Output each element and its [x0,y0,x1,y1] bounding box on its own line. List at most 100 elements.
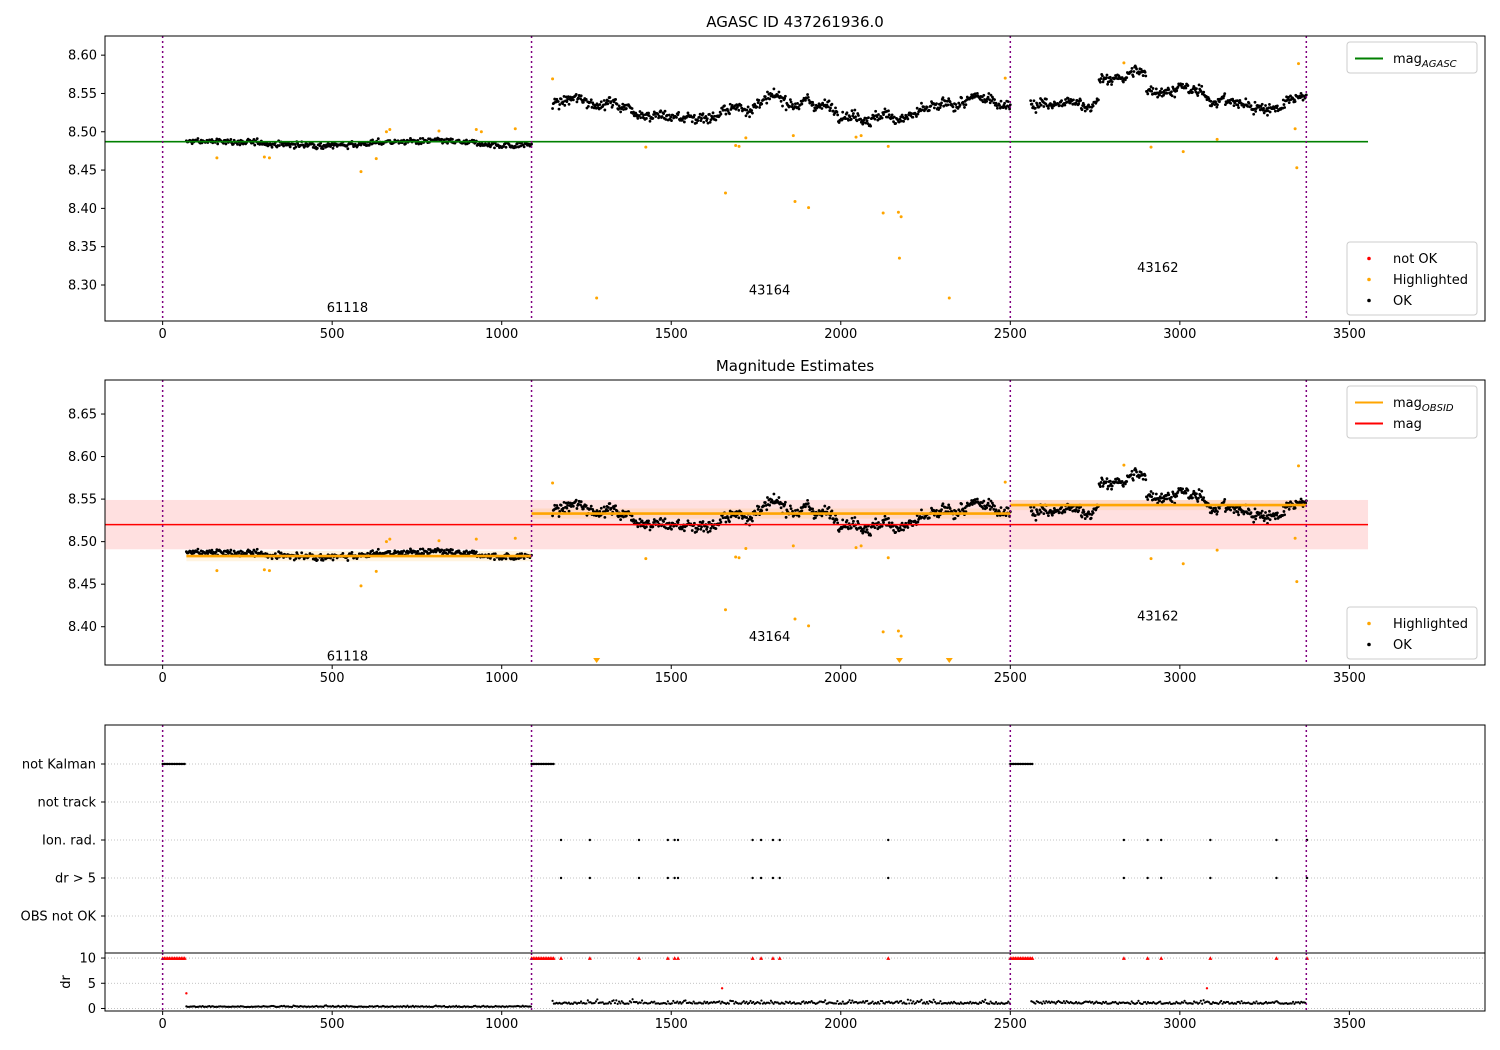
panel1-ok-point [880,116,884,120]
panel1-ok-point [947,97,951,101]
panel2-ok-point [927,516,931,520]
panel2-ok-point [656,520,660,524]
panel1-ok-point [939,103,943,107]
panel2-ok-point [667,521,671,525]
panel1-ok-point [581,100,585,104]
panel2-ok-point [421,547,425,551]
panel2-ok-point [750,516,754,520]
panel1-ok-point [737,108,741,112]
panel2-ok-point [451,548,454,552]
panel2-ok-point [574,498,578,502]
panel1-ok-point [948,100,952,104]
panel1-xtick-label: 1500 [655,327,688,342]
panel2-obsid-label: 43162 [1137,610,1178,625]
panel3-dr-gt5-point [1305,876,1309,880]
panel1-ok-point [699,119,703,122]
panel1-ok-point [607,99,610,103]
panel1-ok-point [764,97,768,101]
panel2-ok-point [514,557,518,561]
panel1-ok-point [594,106,598,110]
panel3-not-kalman-point [542,762,545,766]
panel1-ok-point [1141,74,1145,77]
panel1-ok-point [590,105,594,109]
panel3-not-kalman-point [547,762,550,766]
panel4-dr-point [585,1002,588,1005]
panel1-highlighted-point [644,145,648,149]
panel2-ok-point [845,519,849,522]
panel2-ok-point [1110,487,1113,491]
panel1-ok-point [502,145,505,148]
panel2-highlighted-point [854,546,858,550]
panel1-ok-point [797,107,801,111]
panel2-ok-point [852,519,855,523]
panel2-ok-point [226,549,229,552]
panel1-ytick-label: 8.35 [68,240,97,255]
panel3-category-label: dr > 5 [55,872,96,887]
panel4-dr-point [613,1001,617,1005]
panel2-ok-point [677,518,681,522]
panel1-ok-point [1282,103,1286,106]
panel2-ok-point [728,509,732,513]
panel1-ok-point [1122,80,1125,84]
panel4-dr-point [875,1002,878,1005]
panel1-ok-point [318,144,322,148]
panel2-ok-point [1080,515,1084,519]
panel1-ok-point [783,97,787,100]
panel4-dr-point [1183,999,1186,1002]
panel1-ok-point [1293,100,1297,103]
panel2-ok-point [315,558,319,562]
panel4-dr-flag-marker [770,956,775,960]
panel1-ok-point [1099,77,1103,80]
panel1-highlighted-point [1215,137,1219,141]
panel2-ok-point [705,527,708,531]
panel2-ok-point [1077,509,1081,513]
panel4-dr-point [1291,1000,1295,1003]
panel2-ok-point [1195,492,1198,496]
panel1-ok-point [910,112,913,115]
panel1-ok-point [608,96,612,99]
panel2-ok-point [993,504,996,508]
panel4-dr-point [768,1002,771,1005]
panel1-ok-point [367,143,371,147]
panel2-highlighted-point [551,481,555,485]
panel2-ok-point [806,498,809,502]
panel3-dr-gt5-point [559,876,563,880]
panel1-ok-point [1283,106,1287,109]
panel4-dr-point [551,999,554,1002]
panel1-ok-point [1229,101,1233,105]
panel2-ok-point [237,551,241,555]
panel2-ok-point [866,531,870,534]
panel3-dr-gt5-point [1275,876,1278,880]
panel2-ok-point [659,516,663,520]
panel2-ok-point [576,502,580,506]
panel4-dr-point [1290,1002,1293,1005]
panel1-ok-point [941,96,945,100]
panel2-highlighted-point [744,546,748,550]
panel4-dr-point [1264,1000,1268,1004]
panel2-ok-point [1199,495,1203,499]
panel2-ok-point [232,549,236,553]
panel2-ok-point [214,550,218,554]
panel1-ok-point [421,136,425,140]
panel2-ok-point [745,516,749,519]
panel1-ok-point [1047,106,1050,110]
panel3-dr-gt5-point [778,876,781,880]
panel3-not-kalman-point [535,762,538,766]
panel2-highlighted-point [723,608,727,612]
panel1-ok-point [951,105,955,109]
panel1-ok-point [988,101,992,105]
panel1-legend-bottom: not OK Highlighted OK [1346,241,1478,316]
panel4-dr-point [863,1001,866,1004]
panel1-ok-point [1064,98,1067,101]
panel2-ok-point [265,552,269,556]
panel1-ok-point [763,95,767,98]
panel2-ok-point [670,527,673,531]
panel1-ok-point [850,109,854,113]
panel2-ok-point [1083,517,1087,520]
panel1-ok-point [1158,93,1161,97]
panel4-dr-point [1137,999,1140,1002]
panel2-ok-point [575,507,579,510]
panel2-highlighted-point [1297,464,1301,468]
panel4-dr-point [862,1000,865,1003]
panel1-ok-point [1170,90,1173,94]
